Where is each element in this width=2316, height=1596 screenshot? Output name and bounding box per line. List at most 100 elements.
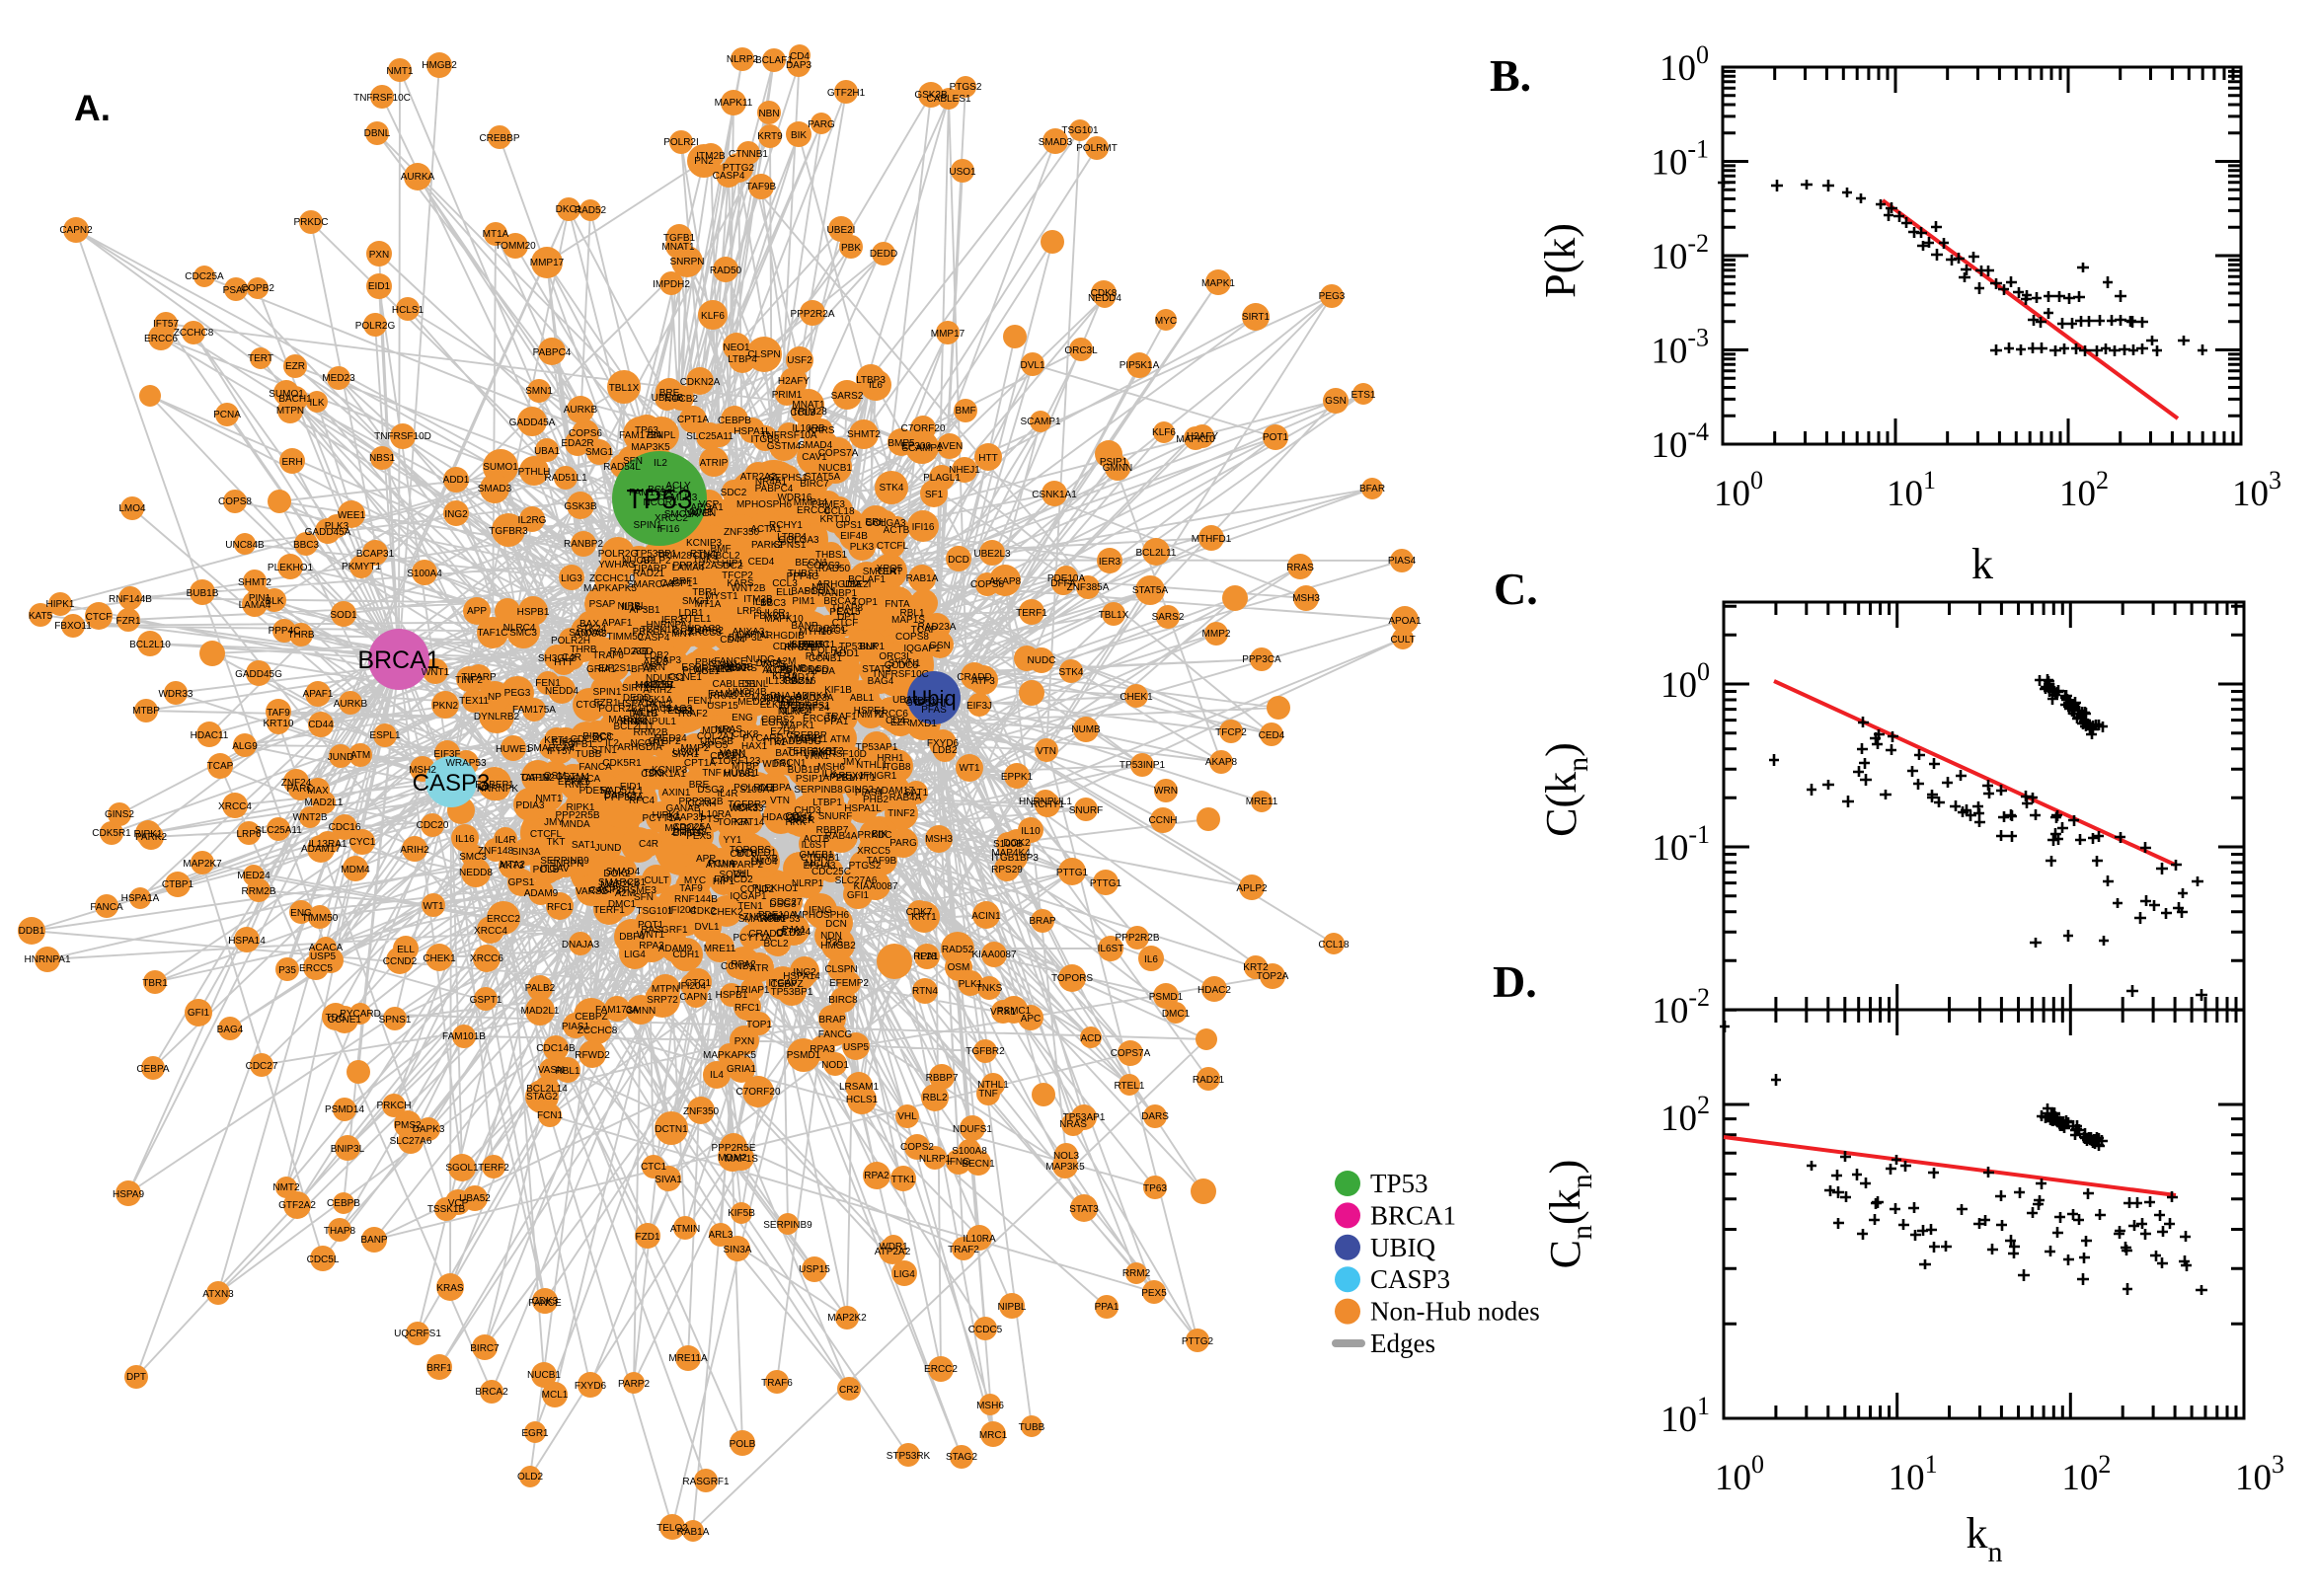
- svg-text:WNT1: WNT1: [422, 667, 450, 678]
- svg-text:PN2: PN2: [694, 156, 714, 167]
- svg-text:EID1: EID1: [620, 782, 643, 793]
- svg-text:EID1: EID1: [368, 281, 391, 292]
- svg-text:KRT1: KRT1: [544, 735, 570, 746]
- svg-text:BNIPL: BNIPL: [648, 430, 676, 441]
- svg-text:OLD2: OLD2: [776, 928, 803, 939]
- svg-text:AURKB: AURKB: [334, 699, 368, 710]
- svg-text:BACH1: BACH1: [278, 394, 312, 405]
- svg-text:NIPBL: NIPBL: [998, 1302, 1027, 1313]
- svg-text:MAPK11: MAPK11: [715, 98, 753, 109]
- svg-text:EZH2: EZH2: [770, 726, 796, 737]
- svg-text:MAPK10: MAPK10: [1176, 434, 1215, 445]
- svg-text:APLP2: APLP2: [1236, 883, 1268, 894]
- svg-text:DMC1: DMC1: [1162, 1009, 1191, 1020]
- svg-text:TNKS: TNKS: [693, 555, 720, 566]
- svg-text:LIG3: LIG3: [796, 733, 817, 744]
- svg-text:SRP72: SRP72: [647, 995, 678, 1006]
- svg-text:PARP2: PARP2: [732, 860, 763, 871]
- svg-text:ZNF148: ZNF148: [478, 846, 514, 857]
- svg-text:RAD54L: RAD54L: [603, 462, 641, 473]
- svg-text:P35: P35: [825, 938, 843, 949]
- svg-text:ANXA3: ANXA3: [575, 629, 607, 640]
- svg-text:KIAA0087: KIAA0087: [853, 881, 897, 892]
- svg-text:PDE10A: PDE10A: [1047, 573, 1086, 584]
- svg-text:PPP2R5B: PPP2R5B: [555, 810, 599, 821]
- svg-text:TIMM50: TIMM50: [607, 632, 644, 643]
- svg-text:WNT1: WNT1: [637, 930, 665, 941]
- svg-text:TGFBR3: TGFBR3: [489, 526, 528, 537]
- svg-text:SDC2: SDC2: [717, 561, 743, 571]
- svg-text:AXIN1: AXIN1: [662, 788, 691, 798]
- svg-text:FZR1: FZR1: [594, 698, 619, 709]
- svg-text:EPHA3: EPHA3: [804, 861, 836, 872]
- svg-text:SPIN1: SPIN1: [634, 520, 662, 531]
- svg-text:MSH6: MSH6: [817, 762, 845, 773]
- svg-text:GMNN: GMNN: [626, 1006, 656, 1017]
- svg-text:COPB2: COPB2: [690, 626, 724, 637]
- svg-text:PSAP: PSAP: [223, 285, 250, 296]
- svg-text:DCTN1: DCTN1: [655, 1124, 688, 1135]
- svg-text:MSH3: MSH3: [1292, 593, 1320, 604]
- svg-text:TTK1: TTK1: [762, 737, 787, 748]
- svg-text:ETS1: ETS1: [1351, 390, 1375, 401]
- svg-text:TSG101: TSG101: [1061, 125, 1099, 136]
- svg-text:WRN: WRN: [1154, 786, 1178, 797]
- svg-text:COPS2: COPS2: [900, 1142, 934, 1153]
- svg-text:LTBP4: LTBP4: [777, 532, 807, 543]
- svg-text:PLAGL1: PLAGL1: [682, 666, 720, 677]
- svg-text:THAP8: THAP8: [324, 1226, 356, 1237]
- svg-text:STAT5A: STAT5A: [805, 472, 841, 483]
- svg-text:SMARCB1: SMARCB1: [738, 914, 787, 925]
- svg-text:MYH10: MYH10: [799, 627, 832, 638]
- svg-text:PPP4C: PPP4C: [269, 626, 301, 637]
- svg-text:DVL1: DVL1: [1020, 360, 1044, 371]
- svg-text:POLR2I: POLR2I: [811, 646, 846, 656]
- svg-text:CCNE1: CCNE1: [328, 1015, 361, 1026]
- svg-text:MRE11A: MRE11A: [668, 1353, 708, 1364]
- svg-text:BIRC8: BIRC8: [582, 731, 612, 742]
- svg-text:BRIP1: BRIP1: [673, 828, 702, 839]
- svg-text:ANXA3: ANXA3: [733, 627, 765, 638]
- svg-text:TBL1X: TBL1X: [609, 383, 640, 394]
- svg-text:NBS1: NBS1: [369, 453, 396, 464]
- svg-text:AKAP8: AKAP8: [1205, 757, 1238, 768]
- svg-text:APEX1: APEX1: [832, 771, 865, 782]
- svg-text:KRT9: KRT9: [772, 671, 798, 682]
- svg-text:AVEN: AVEN: [690, 508, 717, 519]
- svg-text:TINF2: TINF2: [888, 808, 915, 819]
- svg-text:HIPK1: HIPK1: [653, 810, 681, 821]
- svg-text:DBNL: DBNL: [742, 679, 769, 690]
- svg-text:ACTB: ACTB: [804, 834, 830, 845]
- svg-text:SMC3: SMC3: [509, 628, 537, 639]
- svg-text:FXYD6: FXYD6: [575, 1381, 607, 1392]
- svg-text:IL13RA2: IL13RA2: [766, 676, 805, 687]
- svg-text:PCYT1A: PCYT1A: [733, 933, 772, 944]
- svg-text:WRN: WRN: [642, 662, 665, 673]
- svg-text:JUND: JUND: [595, 843, 622, 854]
- svg-text:TP53: TP53: [1370, 1169, 1428, 1198]
- svg-text:SLC25A11: SLC25A11: [255, 825, 302, 836]
- svg-text:SIRT1: SIRT1: [1242, 312, 1271, 323]
- svg-text:RPA1: RPA1: [913, 951, 939, 962]
- svg-text:SNRPN: SNRPN: [669, 257, 704, 267]
- svg-text:IL10: IL10: [752, 597, 772, 608]
- svg-text:ACTA1: ACTA1: [750, 524, 782, 535]
- svg-text:ITGB8: ITGB8: [883, 762, 911, 773]
- svg-text:BCL2: BCL2: [715, 551, 739, 562]
- svg-text:IQGAP1: IQGAP1: [730, 891, 767, 902]
- svg-text:MMP17: MMP17: [530, 258, 565, 268]
- svg-text:MED24: MED24: [654, 733, 687, 744]
- svg-text:WDR16: WDR16: [777, 493, 811, 503]
- svg-text:CD44: CD44: [308, 720, 334, 730]
- svg-text:KARS: KARS: [727, 578, 754, 589]
- svg-text:MAPK10: MAPK10: [764, 614, 804, 625]
- svg-text:SNURF: SNURF: [818, 811, 852, 822]
- svg-text:RBBP7: RBBP7: [816, 825, 849, 836]
- svg-text:IL4: IL4: [710, 1070, 724, 1081]
- svg-text:BAG4: BAG4: [217, 1025, 244, 1035]
- svg-text:UQCRFS1: UQCRFS1: [394, 1329, 441, 1339]
- svg-text:APOA1: APOA1: [1388, 616, 1422, 627]
- svg-text:POLB: POLB: [730, 1439, 756, 1450]
- svg-text:AKT3: AKT3: [499, 861, 523, 872]
- svg-text:ADAM9: ADAM9: [524, 888, 559, 899]
